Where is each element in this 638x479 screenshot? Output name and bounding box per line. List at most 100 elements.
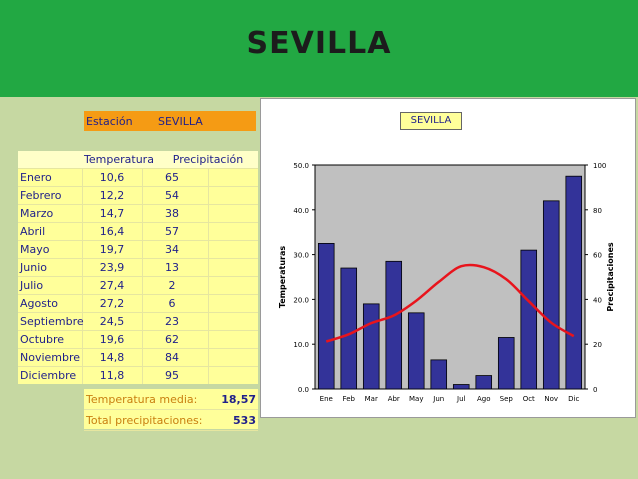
prec-cell: 6 xyxy=(168,297,176,310)
prec-cell: 38 xyxy=(165,207,179,220)
table-divider xyxy=(82,151,83,384)
temp-cell: 19,6 xyxy=(99,333,125,346)
x-tick-label: May xyxy=(409,395,423,403)
bar-ago xyxy=(475,375,493,390)
month-cell: Octubre xyxy=(20,333,65,346)
bar-sep xyxy=(497,337,515,390)
table-row: Abril 16,4 57 xyxy=(18,222,258,240)
y-tick-label-right: 40 xyxy=(593,296,602,304)
header-banner: SEVILLA xyxy=(0,0,638,97)
bar-may xyxy=(407,312,425,390)
x-tick-label: Ago xyxy=(477,395,491,403)
bar-jun xyxy=(430,359,448,390)
y-tick-label-left: 0.0 xyxy=(298,386,309,394)
header-precipitacion: Precipitación xyxy=(172,153,244,166)
table-row: Marzo 14,7 38 xyxy=(18,204,258,222)
station-label: Estación xyxy=(86,115,133,128)
bar-jul xyxy=(452,384,470,390)
month-cell: Febrero xyxy=(20,189,62,202)
temp-media-label: Temperatura media: xyxy=(86,393,198,406)
month-cell: Marzo xyxy=(20,207,54,220)
y-axis-label-left: Temperaturas xyxy=(278,246,287,309)
table-row: Agosto 27,2 6 xyxy=(18,294,258,312)
table-row: Diciembre 11,8 95 xyxy=(18,366,258,384)
month-cell: Julio xyxy=(20,279,44,292)
temp-cell: 16,4 xyxy=(99,225,125,238)
month-cell: Abril xyxy=(20,225,46,238)
climate-table: Temperatura Precipitación Enero 10,6 65 Feb… xyxy=(18,151,258,384)
y-tick-label-left: 20.0 xyxy=(293,296,309,304)
temp-cell: 12,2 xyxy=(99,189,125,202)
table-row: Mayo 19,7 34 xyxy=(18,240,258,258)
temp-cell: 24,5 xyxy=(99,315,125,328)
y-tick-label-left: 10.0 xyxy=(293,341,309,349)
x-tick-label: Ene xyxy=(320,395,333,403)
table-row: Junio 23,9 13 xyxy=(18,258,258,276)
summary-row: Total precipitaciones: 533 xyxy=(84,410,258,431)
temp-media-value: 18,57 xyxy=(221,393,256,406)
month-cell: Junio xyxy=(20,261,47,274)
y-axis-label-right: Precipitaciones xyxy=(606,242,615,312)
month-cell: Agosto xyxy=(20,297,59,310)
y-tick-label-right: 0 xyxy=(593,386,597,394)
prec-cell: 23 xyxy=(165,315,179,328)
bar-abr xyxy=(385,260,403,390)
bar-nov xyxy=(542,200,560,390)
chart-title: SEVILLA xyxy=(400,112,462,130)
table-row: Febrero 12,2 54 xyxy=(18,186,258,204)
x-tick-label: Mar xyxy=(365,395,378,403)
temp-cell: 27,2 xyxy=(99,297,125,310)
bar-mar xyxy=(362,303,380,390)
station-value: SEVILLA xyxy=(158,115,203,128)
prec-cell: 84 xyxy=(165,351,179,364)
month-cell: Noviembre xyxy=(20,351,81,364)
summary-box: Temperatura media: 18,57 Total precipita… xyxy=(84,389,258,431)
x-tick-label: Abr xyxy=(388,395,400,403)
table-row: Septiembre 24,5 23 xyxy=(18,312,258,330)
x-tick-label: Nov xyxy=(544,395,558,403)
bar-oct xyxy=(520,249,538,390)
month-cell: Enero xyxy=(20,171,52,184)
temperature-line xyxy=(325,263,575,343)
page-title: SEVILLA xyxy=(246,26,392,61)
bar-ene xyxy=(317,242,335,390)
table-row: Enero 10,6 65 xyxy=(18,168,258,186)
total-prec-value: 533 xyxy=(233,414,256,427)
prec-cell: 65 xyxy=(165,171,179,184)
y-tick-label-right: 80 xyxy=(593,207,602,215)
x-tick-label: Jun xyxy=(432,395,444,403)
x-tick-label: Jul xyxy=(456,395,466,403)
bar-feb xyxy=(340,267,358,390)
prec-cell: 34 xyxy=(165,243,179,256)
summary-row: Temperatura media: 18,57 xyxy=(84,389,258,410)
bar-dic xyxy=(565,175,583,390)
station-row: Estación SEVILLA xyxy=(84,111,256,131)
chart-container: SEVILLA 0.0 10.0 20.0 30.0 40.0 50.0 0 20 40 60 80… xyxy=(260,98,636,418)
temp-cell: 14,8 xyxy=(99,351,125,364)
month-cell: Diciembre xyxy=(20,369,77,382)
y-tick-label-right: 60 xyxy=(593,252,602,260)
month-cell: Septiembre xyxy=(20,315,84,328)
prec-cell: 57 xyxy=(165,225,179,238)
temp-cell: 23,9 xyxy=(99,261,125,274)
table-header: Temperatura Precipitación xyxy=(18,151,258,168)
table-divider xyxy=(142,151,143,384)
header-temperatura: Temperatura xyxy=(84,153,154,166)
x-tick-label: Sep xyxy=(500,395,514,403)
x-tick-label: Feb xyxy=(343,395,356,403)
prec-cell: 62 xyxy=(165,333,179,346)
prec-cell: 2 xyxy=(168,279,176,292)
table-divider xyxy=(208,151,209,384)
y-tick-label-right: 100 xyxy=(593,162,606,170)
temp-cell: 14,7 xyxy=(99,207,125,220)
x-tick-label: Oct xyxy=(523,395,535,403)
prec-cell: 95 xyxy=(165,369,179,382)
temp-cell: 10,6 xyxy=(99,171,125,184)
table-row: Noviembre 14,8 84 xyxy=(18,348,258,366)
climate-chart: 0.0 10.0 20.0 30.0 40.0 50.0 0 20 40 60 80 100 Tempe… xyxy=(278,162,615,403)
table-row: Octubre 19,6 62 xyxy=(18,330,258,348)
prec-cell: 13 xyxy=(165,261,179,274)
y-tick-label-left: 50.0 xyxy=(293,162,309,170)
total-prec-label: Total precipitaciones: xyxy=(86,414,203,427)
y-tick-label-left: 40.0 xyxy=(293,207,309,215)
